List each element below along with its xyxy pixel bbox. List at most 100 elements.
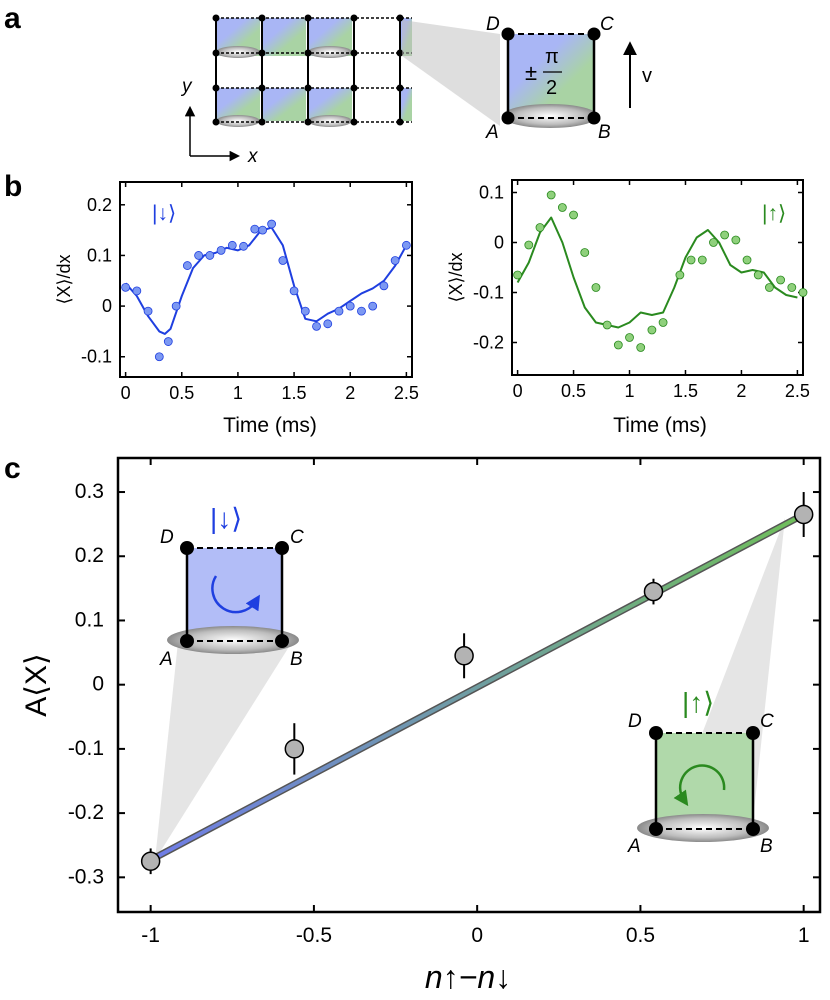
data-point <box>793 504 814 525</box>
y-tick-label: 0 <box>494 233 504 253</box>
circulation-arrow-icon <box>211 575 260 614</box>
data-point <box>643 581 664 602</box>
corner-c: C <box>600 14 614 35</box>
data-point <box>401 240 411 250</box>
inset-ellipse <box>637 814 769 842</box>
data-point <box>267 219 277 229</box>
y-tick-label: 0 <box>102 296 112 316</box>
data-point <box>379 281 389 291</box>
corner-b: B <box>598 122 611 143</box>
lattice-plaquette <box>262 88 306 121</box>
data-point <box>697 255 707 265</box>
data-point <box>323 319 333 329</box>
data-point <box>686 255 696 265</box>
data-point <box>569 210 578 220</box>
plaquette-fill <box>508 34 594 118</box>
data-point <box>613 340 623 350</box>
ket-down-label: |↓⟩ <box>152 202 176 225</box>
data-point <box>154 352 164 362</box>
data-point <box>602 320 612 330</box>
x-tick-label: 1.5 <box>673 381 698 401</box>
data-point <box>284 739 305 759</box>
data-point <box>798 288 808 297</box>
inset-fill <box>187 548 282 641</box>
lattice-ellipse <box>308 115 352 127</box>
data-point <box>709 238 718 247</box>
lattice-ellipse <box>216 115 260 127</box>
inset-fill <box>656 733 753 829</box>
plaquette-zoom: D C A B ± π 2 <box>485 14 614 143</box>
data-point <box>636 343 646 352</box>
data-point <box>557 203 567 212</box>
phase-denominator: 2 <box>546 77 557 99</box>
x-axis-title: Time (ms) <box>613 414 707 437</box>
y-tick-label: -0.3 <box>68 865 104 888</box>
x-tick-label: -0.5 <box>296 924 332 947</box>
y-tick-label: 0.2 <box>87 195 112 215</box>
data-point <box>345 301 355 311</box>
data-point <box>143 306 153 316</box>
data-point <box>390 256 400 265</box>
phase-numerator: π <box>545 46 559 68</box>
y-tick-label: -0.1 <box>473 283 504 303</box>
x-tick-label: 0.5 <box>561 381 586 401</box>
data-point <box>171 301 181 311</box>
data-point <box>163 337 173 346</box>
x-tick-label: 1 <box>625 381 635 401</box>
xy-axes: y x <box>180 76 259 167</box>
data-point <box>658 318 668 327</box>
x-tick-label: 2.5 <box>394 383 419 403</box>
data-point <box>776 275 786 285</box>
zoom-wedge <box>402 20 500 126</box>
lattice-ellipse <box>216 46 260 58</box>
y-tick-label: -0.1 <box>81 347 112 367</box>
inset-wedge <box>155 642 292 860</box>
plot-spin-down: ⟨X⟩/dx Time (ms) |↓⟩ 0 0.5 1 1.5 2 2.5 -0.1 0 0.… <box>54 181 419 437</box>
plaquette-ellipse <box>502 104 598 128</box>
y-tick-label: 0.1 <box>87 245 112 265</box>
corner-a: A <box>159 649 173 670</box>
data-point <box>513 270 522 280</box>
data-point <box>300 306 310 316</box>
fit-line <box>516 216 798 329</box>
data-point <box>675 270 685 280</box>
y-tick-label: 0.1 <box>75 608 104 631</box>
data-point <box>787 283 797 292</box>
y-tick-label: -0.2 <box>68 801 104 824</box>
inset-ket-down: |↓⟩ <box>210 503 242 534</box>
y-tick-label: -0.2 <box>473 333 504 353</box>
lattice-plaquette <box>400 88 412 121</box>
data-point <box>742 255 752 265</box>
x-tick-label: 0 <box>121 383 131 403</box>
velocity-label: v <box>642 65 652 87</box>
x-axis-title: Time (ms) <box>223 414 317 437</box>
x-tick-label: 0 <box>471 924 483 947</box>
corner-c: C <box>290 527 304 548</box>
x-tick-label: 0.5 <box>626 924 655 947</box>
data-point <box>182 261 192 270</box>
data-point <box>765 283 774 292</box>
data-point <box>194 251 204 260</box>
x-tick-label: 2 <box>736 381 746 401</box>
inset-spin-down: D C A B |↓⟩ <box>155 503 304 860</box>
corner-a: A <box>485 122 499 143</box>
x-tick-label: 2.5 <box>785 381 810 401</box>
data-point <box>258 225 268 235</box>
data-point <box>357 306 366 316</box>
panel-b-letter: b <box>4 170 22 203</box>
x-tick-label: -1 <box>141 924 160 947</box>
plot-amplitude: D C A B |↓⟩ D C A B |↑⟩ A⟨X⟩ n↑−n↓ -1 -0.… <box>20 456 822 995</box>
y-tick-label: 0.3 <box>75 480 104 503</box>
x-tick-label: 1 <box>233 383 243 403</box>
data-point <box>524 240 534 250</box>
y-tick-label: 0 <box>92 673 104 696</box>
data-point <box>546 190 556 200</box>
data-point <box>205 251 215 260</box>
panel-c-letter: c <box>4 452 21 485</box>
plot-spin-up: ⟨X⟩/dx Time (ms) |↑⟩ 0 0.5 1 1.5 2 2.5 -0.2 -0.… <box>446 179 810 437</box>
corner-b: B <box>290 649 303 670</box>
data-point <box>121 282 131 292</box>
data-point <box>731 235 741 245</box>
data-point <box>720 230 730 240</box>
